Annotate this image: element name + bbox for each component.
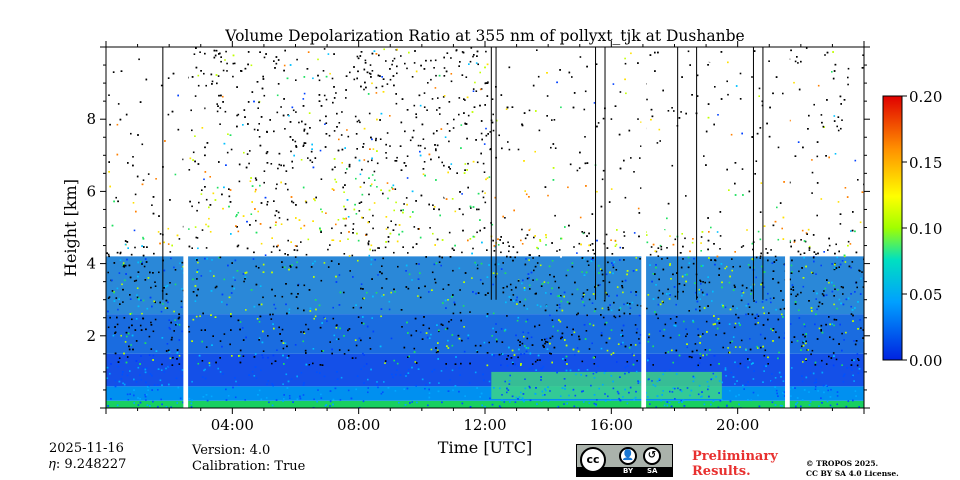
no-data-gap-2 (785, 47, 790, 408)
x-tick-label: 16:00 (590, 416, 633, 434)
no-data-gap-1 (641, 47, 647, 408)
y-tick-label: 8 (86, 110, 96, 128)
colorbar (882, 95, 903, 361)
x-axis-label: Time [UTC] (438, 438, 532, 457)
y-axis-label: Height [km] (61, 179, 80, 277)
colorbar-tick-label: 0.00 (909, 352, 942, 370)
version-text: Version: 4.0 (192, 443, 271, 458)
y-tick-label: 6 (86, 182, 96, 200)
preliminary-results: Preliminary Results. (692, 449, 778, 479)
chart-title: Volume Depolarization Ratio at 355 nm of… (224, 27, 744, 45)
eta-text: 𝜂: 9.248227 (49, 457, 127, 472)
y-axis-ticks: 2 4 6 8 (86, 46, 870, 409)
x-tick-label: 04:00 (211, 416, 254, 434)
attribution-icon: 👤 (619, 447, 637, 465)
meta-date-block: 2025-11-16 𝜂: 9.248227 (49, 441, 126, 473)
heatmap-band-2 (106, 353, 864, 387)
copyright-line2: CC BY SA 4.0 License. (806, 469, 899, 478)
colorbar-tick-label: 0.05 (909, 286, 942, 304)
creative-commons-icon: cc (580, 447, 606, 473)
share-alike-icon: ↺ (643, 447, 661, 465)
heatmap-band-1 (106, 386, 864, 401)
x-axis-ticks: 04:00 08:00 12:00 16:00 20:00 (105, 41, 865, 434)
plot-area (106, 47, 864, 408)
colorbar-tick-label: 0.10 (909, 220, 942, 238)
heatmap-band-0 (106, 400, 864, 408)
profile-lines (162, 47, 764, 300)
heatmap-surface-patch (491, 371, 722, 399)
preliminary-line1: Preliminary (692, 449, 778, 464)
x-tick-label: 12:00 (463, 416, 506, 434)
cc-by-sa-badge[interactable]: cc 👤 ↺ BY SA (576, 444, 673, 477)
heatmap-band-3 (106, 314, 864, 354)
badge-footer (577, 467, 672, 476)
no-data-gaps (183, 47, 790, 408)
colorbar-tick-label: 0.20 (909, 88, 942, 106)
x-tick-label: 20:00 (716, 416, 759, 434)
calibration-text: Calibration: True (192, 459, 306, 474)
y-tick-label: 4 (86, 255, 96, 273)
no-data-gap-0 (183, 47, 189, 408)
badge-by-label: BY (623, 467, 634, 475)
colorbar-ticks: 0.00 0.05 0.10 0.15 0.20 (902, 88, 942, 370)
heatmap-band-4 (106, 256, 864, 315)
preliminary-line2: Results. (692, 464, 751, 479)
meta-version-block: Version: 4.0 Calibration: True (192, 443, 305, 475)
copyright-notice: © TROPOS 2025. CC BY SA 4.0 License. (806, 459, 899, 479)
copyright-line1: © TROPOS 2025. (806, 459, 879, 468)
y-tick-label: 2 (86, 327, 96, 345)
heatmap-bands (106, 256, 864, 408)
x-tick-label: 08:00 (337, 416, 380, 434)
badge-sa-label: SA (647, 467, 658, 475)
date-text: 2025-11-16 (49, 441, 124, 456)
colorbar-tick-label: 0.15 (909, 154, 942, 172)
